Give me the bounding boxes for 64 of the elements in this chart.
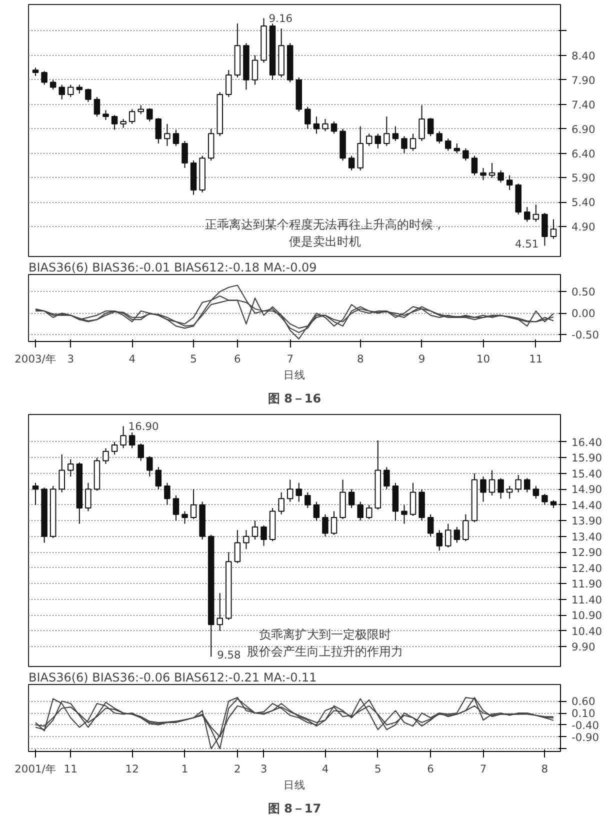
caption: 图 8－17 <box>268 802 322 816</box>
x-tick-label: 12 <box>125 762 139 776</box>
text: 日线 <box>284 368 306 382</box>
y-tick-label: 6.40 <box>572 147 596 160</box>
x-tick-label: 10 <box>476 352 490 366</box>
y-tick-label: 5.90 <box>572 172 596 185</box>
y-tick-label: 5.40 <box>572 196 596 210</box>
annotation: 9.58 <box>217 648 242 662</box>
y-tick-label: 11.90 <box>572 578 602 591</box>
y-tick-label: 10.40 <box>572 624 602 638</box>
caption: 图 8－16 <box>268 392 322 406</box>
x-tick-label: 2003/年 <box>14 352 56 366</box>
y-tick-label: -0.40 <box>572 718 600 732</box>
x-tick-label: 5 <box>190 352 197 366</box>
x-tick-label: 4 <box>128 352 136 366</box>
x-tick-label: 2001/年 <box>14 762 56 776</box>
x-tick-label: 7 <box>480 762 487 776</box>
y-tick-label: 0.10 <box>572 707 596 720</box>
chart-title: BIAS36(6) BIAS36:-0.01 BIAS612:-0.18 MA:-0.09 <box>28 260 317 274</box>
y-tick-label: 16.40 <box>572 436 602 449</box>
x-tick-label: 5 <box>374 762 382 776</box>
annotation: 正乖离达到某个程度无法再往上升高的时候， <box>205 218 446 232</box>
y-tick-label: 10.90 <box>572 609 602 622</box>
y-tick-label: -0.90 <box>572 730 600 744</box>
x-tick-label: 3 <box>260 762 268 776</box>
y-tick-label: 14.90 <box>572 483 602 496</box>
annotation: 4.51 <box>514 238 539 251</box>
annotation: 股价会产生向上拉升的作用力 <box>247 644 404 658</box>
x-tick-label: 8 <box>541 762 548 776</box>
y-tick-label: 7.40 <box>572 98 596 112</box>
text: 日线 <box>284 778 306 792</box>
y-tick-label: -0.50 <box>572 328 600 342</box>
x-tick-label: 2 <box>234 762 241 776</box>
y-tick-label: 15.90 <box>572 452 602 465</box>
x-tick-label: 4 <box>322 762 329 776</box>
annotation: 负乖离扩大到一定极限时 <box>259 628 392 642</box>
x-tick-label: 8 <box>356 352 364 366</box>
y-tick-label: 12.90 <box>572 546 602 560</box>
y-tick-label: 0.60 <box>572 695 596 708</box>
y-tick-label: 15.40 <box>572 467 602 480</box>
y-tick-label: 14.40 <box>572 498 602 512</box>
y-tick-label: 6.90 <box>572 122 596 136</box>
annotation: 16.90 <box>128 420 160 434</box>
y-tick-label: 0.50 <box>572 286 596 299</box>
x-tick-label: 6 <box>427 762 434 776</box>
x-tick-label: 9 <box>418 352 426 366</box>
y-tick-label: 8.40 <box>572 49 596 62</box>
chart-title: BIAS36(6) BIAS36:-0.06 BIAS612:-0.21 MA:-0.11 <box>28 670 317 684</box>
x-tick-label: 11 <box>529 352 543 366</box>
x-tick-label: 1 <box>181 762 188 776</box>
x-tick-label: 7 <box>286 352 294 366</box>
x-tick-label: 6 <box>234 352 242 366</box>
annotation: 便是卖出时机 <box>289 234 362 248</box>
x-tick-label: 11 <box>64 762 78 776</box>
y-tick-label: 9.90 <box>572 640 596 654</box>
x-tick-label: 3 <box>67 352 74 366</box>
y-tick-label: 13.40 <box>572 530 602 544</box>
y-tick-label: 11.40 <box>572 593 602 606</box>
annotation: 9.16 <box>268 12 293 26</box>
y-tick-label: 4.90 <box>572 220 596 234</box>
y-tick-label: 0.00 <box>572 307 596 320</box>
y-tick-label: 7.90 <box>572 74 596 87</box>
y-tick-label: 12.40 <box>572 562 602 575</box>
y-tick-label: 13.90 <box>572 514 602 528</box>
